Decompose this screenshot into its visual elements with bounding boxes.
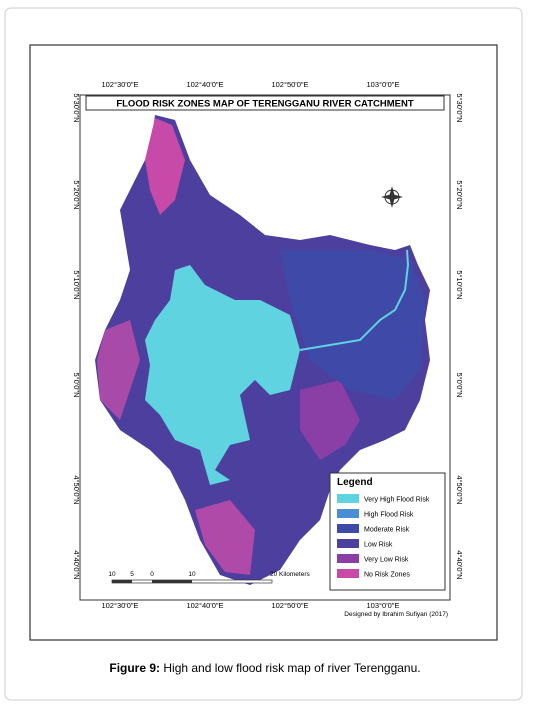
latitude-label: 5°20'0"N — [72, 180, 81, 209]
longitude-label: 102°30'0"E — [101, 80, 138, 89]
scale-label: 10 — [188, 571, 196, 578]
scale-label: 10 — [108, 571, 116, 578]
latitude-label: 4°50'0"N — [455, 475, 464, 504]
caption: Figure 9: High and low flood risk map of… — [109, 661, 420, 675]
longitude-label: 102°50'0"E — [271, 601, 308, 610]
credit: Designed by Ibrahim Sufiyan (2017) — [344, 611, 448, 618]
latitude-label: 5°20'0"N — [455, 180, 464, 209]
very-low-zone — [300, 380, 360, 460]
north-arrow — [381, 186, 403, 208]
legend-swatch — [337, 509, 359, 518]
scale-labels: 10 5 0 10 20 Kilometers — [108, 571, 310, 578]
legend-swatch — [337, 569, 359, 578]
latitude-label: 5°0'0"N — [455, 372, 464, 397]
longitude-label: 102°40'0"E — [186, 80, 223, 89]
no-risk-zone — [145, 118, 185, 215]
catchment — [95, 115, 430, 585]
legend-label: Very Low Risk — [364, 557, 409, 564]
latitude-label: 5°30'0"N — [72, 93, 81, 122]
no-risk-zone — [97, 320, 140, 420]
longitude-label: 103°0'0"E — [367, 80, 400, 89]
latitude-label: 4°40'0"N — [72, 550, 81, 579]
legend-label: Moderate Risk — [364, 527, 410, 534]
legend-items: Very High Flood Risk High Flood Risk Moder… — [337, 494, 430, 579]
legend-label: High Flood Risk — [364, 512, 414, 519]
legend-label: No Risk Zones — [364, 572, 410, 579]
latitude-label: 5°10'0"N — [72, 270, 81, 299]
legend-swatch — [337, 554, 359, 563]
legend-title: Legend — [337, 477, 373, 488]
no-risk-zone — [195, 500, 255, 575]
legend-swatch — [337, 494, 359, 503]
moderate-zone — [280, 250, 425, 400]
longitude-label: 102°40'0"E — [186, 601, 223, 610]
longitude-labels: 102°30'0"E 102°30'0"E 102°40'0"E 102°40'0"E… — [101, 80, 399, 610]
legend-label: Very High Flood Risk — [364, 497, 430, 504]
latitude-label: 4°50'0"N — [72, 475, 81, 504]
title-box — [85, 95, 445, 111]
latitude-label: 5°30'0"N — [455, 93, 464, 122]
legend-swatch — [337, 539, 359, 548]
caption-label: Figure 9: — [109, 661, 160, 675]
map-title: FLOOD RISK ZONES MAP OF TERENGGANU RIVER… — [116, 99, 414, 110]
caption-text: High and low flood risk map of river Ter… — [160, 661, 421, 675]
longitude-label: 102°50'0"E — [271, 80, 308, 89]
longitude-label: 102°30'0"E — [101, 601, 138, 610]
scale-label: 5 — [130, 571, 134, 578]
latitude-labels: 5°30'0"N 5°30'0"N 5°20'0"N 5°20'0"N 5°10'0"N… — [72, 93, 464, 579]
legend-label: Low Risk — [364, 542, 393, 549]
latitude-label: 5°0'0"N — [72, 372, 81, 397]
scale-label: 0 — [150, 571, 154, 578]
latitude-label: 4°40'0"N — [455, 550, 464, 579]
latitude-label: 5°10'0"N — [455, 270, 464, 299]
high-risk-zone — [145, 265, 300, 485]
legend-swatch — [337, 524, 359, 533]
scale-bar — [111, 579, 273, 584]
longitude-label: 103°0'0"E — [367, 601, 400, 610]
river — [299, 249, 410, 351]
scale-label: 20 Kilometers — [270, 571, 310, 578]
